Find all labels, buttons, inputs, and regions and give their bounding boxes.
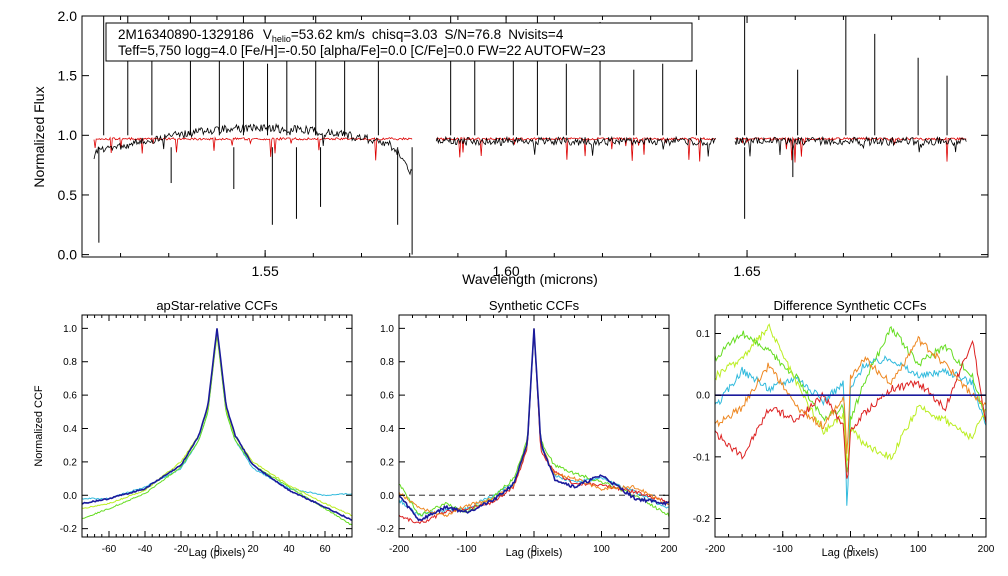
x-tick-label: -200 — [705, 544, 725, 555]
x-tick-label: 200 — [978, 544, 995, 555]
y-tick-label: 0.2 — [380, 457, 394, 468]
y-tick-label: 1.5 — [58, 68, 78, 84]
spectrum-info-line2: Teff=5,750 logg=4.0 [Fe/H]=-0.50 [alpha/… — [118, 43, 606, 58]
x-tick-label: -60 — [102, 544, 117, 555]
ccf-series-visit-2 — [398, 328, 670, 518]
y-tick-label: 0.2 — [63, 457, 77, 468]
x-tick-label: 100 — [593, 544, 610, 555]
y-tick-label: -0.2 — [377, 524, 395, 535]
difference-ccf-xlabel: Lag (pixels) — [822, 547, 879, 559]
x-tick-label: 60 — [319, 544, 331, 555]
synthetic-ccf-curves — [398, 328, 670, 525]
x-tick-label: -40 — [138, 544, 153, 555]
spectrum-panel: 1.55 1.60 1.65 0.0 0.5 1.0 1.5 2.0 2M16340890-1… — [31, 8, 989, 287]
x-tick-label: -20 — [174, 544, 189, 555]
synthetic-ccf-title: Synthetic CCFs — [489, 298, 580, 313]
y-tick-label: -0.2 — [693, 514, 711, 525]
y-tick-label: 0.4 — [380, 424, 394, 435]
model-spectrum-line — [93, 136, 413, 161]
model-spectrum-line — [435, 136, 716, 162]
y-tick-label: 0.0 — [696, 391, 710, 402]
spectrum-frame — [81, 15, 989, 258]
apstar-ccf-ylabel: Normalized CCF — [33, 385, 45, 467]
apstar-ccf-xlabel: Lag (pixels) — [189, 547, 246, 559]
y-tick-label: 1.0 — [63, 324, 77, 335]
y-tick-label: 2.0 — [58, 8, 78, 24]
x-tick-label: 0 — [531, 544, 537, 555]
spectrum-ylabel: Normalized Flux — [31, 86, 47, 187]
v-helio-value: =53.62 km/s — [291, 27, 365, 42]
y-tick-label: 0.6 — [380, 391, 394, 402]
ccf-series-visit-4 — [398, 329, 670, 518]
ccf-series-combined — [398, 328, 670, 522]
x-tick-label: -200 — [389, 544, 409, 555]
y-tick-label: 0.4 — [63, 424, 77, 435]
observed-spectrum-line — [93, 122, 413, 176]
ccf-series-visit-1 — [398, 331, 669, 517]
spectrum-ticks: 1.55 1.60 1.65 0.0 0.5 1.0 1.5 2.0 — [58, 8, 988, 279]
y-tick-label: 0.8 — [380, 357, 394, 368]
ccf-series-visit-1 — [81, 331, 353, 500]
y-tick-label: 0.1 — [696, 329, 710, 340]
x-tick-label: 1.60 — [492, 263, 519, 279]
spectrum-info-box — [105, 22, 693, 62]
y-tick-label: -0.2 — [60, 524, 78, 535]
x-tick-label: 0 — [848, 544, 854, 555]
sn-value: S/N=76.8 — [445, 27, 502, 42]
apstar-ccf-ticks: -60 -40 -20 0 20 40 60 -0.2 0.0 0.2 0.4 0.6 0.8 1.0 — [60, 315, 352, 555]
x-tick-label: -100 — [456, 544, 476, 555]
ccf-series-visit-4 — [714, 339, 987, 479]
x-tick-label: 100 — [910, 544, 927, 555]
y-tick-label: 0.8 — [63, 357, 77, 368]
synthetic-ccf-xlabel: Lag (pixels) — [506, 547, 563, 559]
x-tick-label: 20 — [247, 544, 259, 555]
v-helio-prefix: V — [263, 27, 272, 42]
y-tick-label: -0.1 — [693, 452, 711, 463]
synthetic-ccf-frame — [398, 314, 670, 538]
y-tick-label: 0.0 — [63, 491, 77, 502]
y-tick-label: 0.0 — [58, 247, 78, 263]
observed-spectrum-line — [734, 136, 967, 157]
x-tick-label: 1.55 — [252, 263, 279, 279]
difference-ccf-curves — [714, 323, 987, 506]
star-id: 2M16340890-1329186 — [118, 27, 254, 42]
x-tick-label: 200 — [661, 544, 678, 555]
ccf-series-combined — [81, 328, 353, 521]
nvisits-value: Nvisits=4 — [508, 27, 564, 42]
difference-ccf-panel: -200 -100 0 100 200 -0.2 -0.1 0.0 0.1 Difference… — [693, 298, 995, 559]
apstar-ccf-title: apStar-relative CCFs — [156, 298, 278, 313]
apstar-ccf-panel: -60 -40 -20 0 20 40 60 -0.2 0.0 0.2 0.4 0.6 0.8 1.0 a… — [33, 298, 353, 559]
y-tick-label: 0.0 — [380, 491, 394, 502]
x-tick-label: -100 — [773, 544, 793, 555]
y-tick-label: 0.5 — [58, 187, 78, 203]
v-helio-subscript: helio — [272, 34, 291, 44]
chisq-value: chisq=3.03 — [372, 27, 438, 42]
x-tick-label: 40 — [283, 544, 295, 555]
y-tick-label: 0.6 — [63, 391, 77, 402]
x-tick-label: 1.65 — [733, 263, 760, 279]
spectrum-info-line1: 2M16340890-1329186 Vhelio=53.62 km/s chisq… — [118, 27, 564, 44]
apstar-ccf-curves — [81, 328, 353, 526]
synthetic-ccf-ticks: -200 -100 0 100 200 -0.2 0.0 0.2 0.4 0.6 0.8 1.0 — [377, 315, 678, 555]
difference-ccf-ticks: -200 -100 0 100 200 -0.2 -0.1 0.0 0.1 — [693, 315, 995, 555]
synthetic-ccf-panel: -200 -100 0 100 200 -0.2 0.0 0.2 0.4 0.6 0.8 1.0 Sy… — [377, 298, 678, 559]
spectrum-xlabel: Wavelength (microns) — [462, 271, 598, 287]
y-tick-label: 1.0 — [58, 127, 78, 143]
ccf-series-visit-3 — [81, 333, 353, 517]
y-tick-label: 1.0 — [380, 324, 394, 335]
observed-spectrum-line — [435, 135, 716, 157]
x-tick-label: 0 — [214, 544, 220, 555]
difference-ccf-title: Difference Synthetic CCFs — [774, 298, 927, 313]
ccf-series-visit-5 — [714, 335, 987, 454]
ccf-series-visit-2 — [714, 325, 987, 473]
